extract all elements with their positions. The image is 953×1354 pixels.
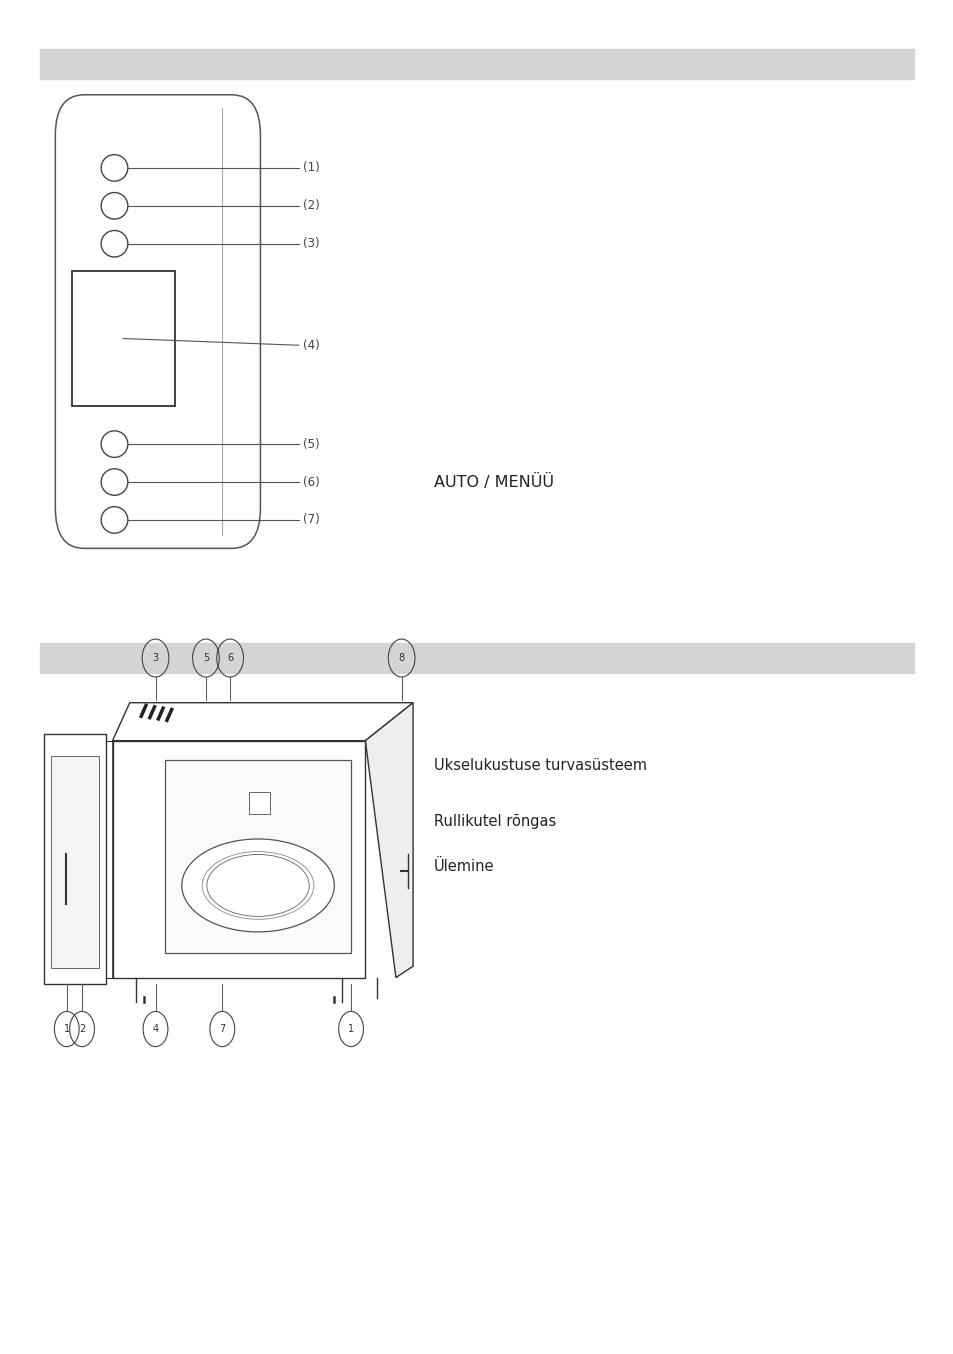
Text: Ukselukustuse turvasüsteem: Ukselukustuse turvasüsteem: [434, 757, 646, 773]
Bar: [249, 792, 270, 814]
Text: (4): (4): [303, 338, 320, 352]
Ellipse shape: [207, 854, 309, 917]
Text: 6: 6: [227, 653, 233, 663]
Text: 4: 4: [152, 1024, 158, 1034]
Bar: [44, 734, 106, 984]
Text: 2: 2: [79, 1024, 85, 1034]
Text: Ülemine: Ülemine: [434, 858, 494, 875]
Bar: [51, 756, 99, 968]
Bar: [165, 760, 351, 953]
Ellipse shape: [182, 839, 334, 932]
Text: 8: 8: [398, 653, 404, 663]
Text: 5: 5: [203, 653, 209, 663]
Text: 3: 3: [152, 653, 158, 663]
Bar: [40, 643, 913, 673]
Text: (1): (1): [303, 161, 320, 175]
Text: (2): (2): [303, 199, 320, 213]
Bar: [40, 49, 913, 79]
Bar: [112, 741, 365, 978]
Text: (6): (6): [303, 475, 320, 489]
Text: 1: 1: [348, 1024, 354, 1034]
Polygon shape: [112, 703, 413, 741]
Polygon shape: [365, 703, 413, 978]
Text: (5): (5): [303, 437, 319, 451]
Text: (7): (7): [303, 513, 320, 527]
Text: 1: 1: [64, 1024, 70, 1034]
FancyBboxPatch shape: [55, 95, 260, 548]
Bar: [71, 271, 174, 406]
Text: AUTO / MENÜÜ: AUTO / MENÜÜ: [434, 474, 554, 490]
Text: (3): (3): [303, 237, 319, 250]
Text: 7: 7: [219, 1024, 225, 1034]
Text: Rullikutel rõngas: Rullikutel rõngas: [434, 814, 556, 830]
